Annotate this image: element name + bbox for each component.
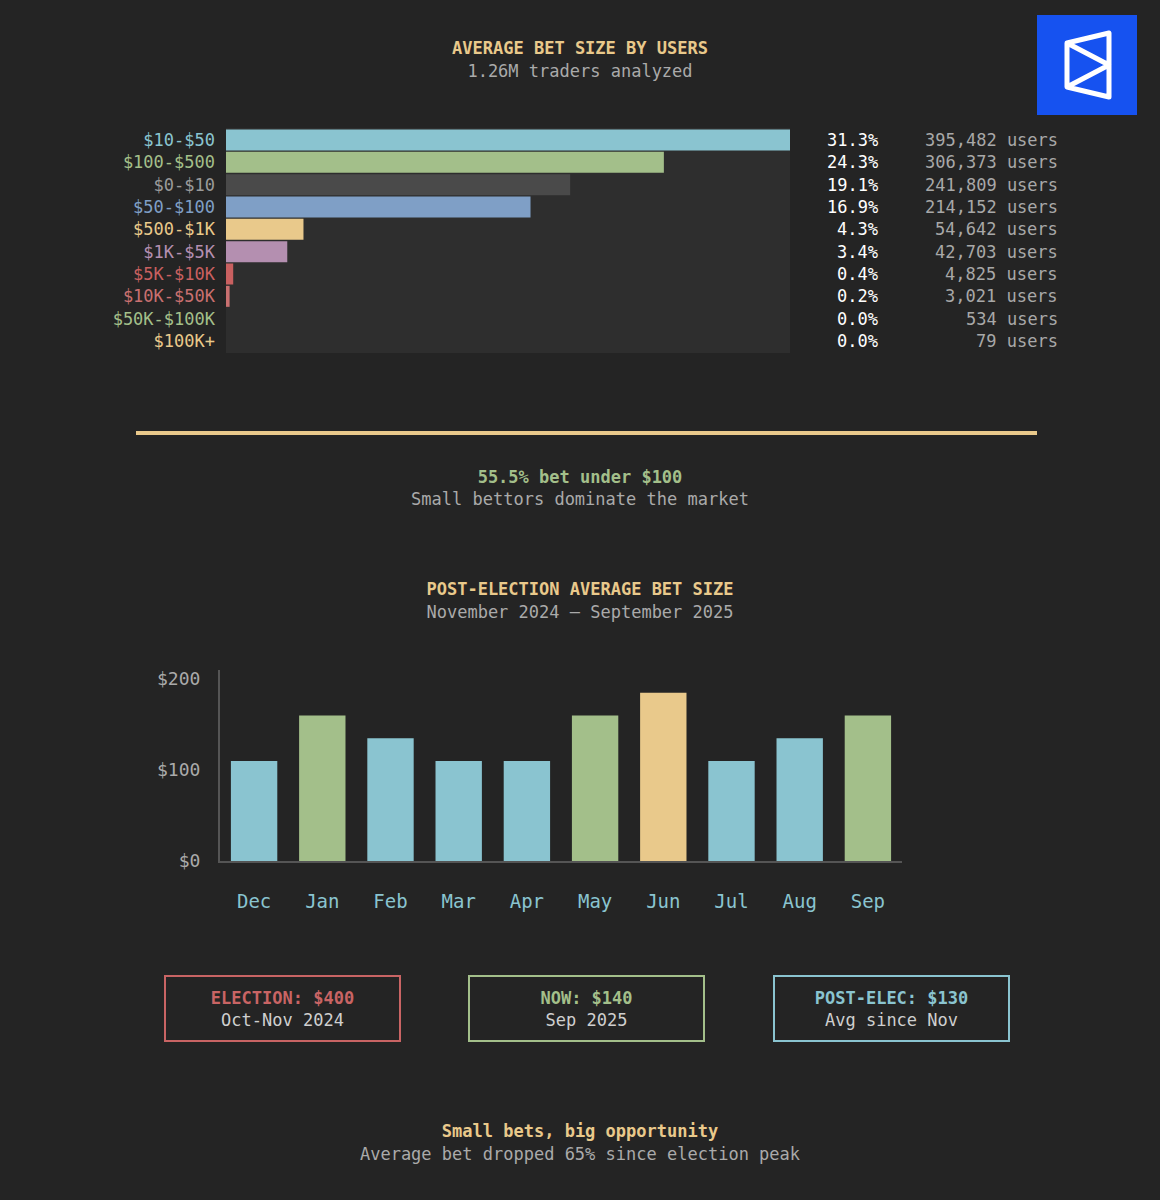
svg-text:395,482 users: 395,482 users <box>925 130 1058 150</box>
svg-text:$10K-$50K: $10K-$50K <box>123 286 216 306</box>
svg-text:42,703 users: 42,703 users <box>935 242 1058 262</box>
svg-text:$100K+: $100K+ <box>154 331 215 351</box>
svg-text:Sep: Sep <box>851 890 885 912</box>
svg-text:4.3%: 4.3% <box>837 219 878 239</box>
svg-text:31.3%: 31.3% <box>827 130 878 150</box>
svg-text:$500-$1K: $500-$1K <box>133 219 216 239</box>
svg-text:Aug: Aug <box>783 890 817 912</box>
html-text:AVERAGE BET SIZE BY USERS: AVERAGE BET SIZE BY USERS <box>452 38 708 58</box>
svg-text:79 users: 79 users <box>976 331 1058 351</box>
svg-text:4,825 users: 4,825 users <box>945 264 1058 284</box>
svg-text:$50K-$100K: $50K-$100K <box>113 309 216 329</box>
svg-text:Apr: Apr <box>510 890 544 912</box>
svg-text:0.2%: 0.2% <box>837 286 878 306</box>
html-text:55.5% bet under $100: 55.5% bet under $100 <box>477 467 683 487</box>
svg-text:$0-$10: $0-$10 <box>154 175 215 195</box>
svg-text:$100-$500: $100-$500 <box>123 152 215 172</box>
html-text:ELECTION: $400: ELECTION: $400 <box>210 988 355 1008</box>
svg-text:Dec: Dec <box>237 890 271 912</box>
svg-text:0.0%: 0.0% <box>837 309 878 329</box>
html-text:POST-ELECTION AVERAGE BET SIZE: POST-ELECTION AVERAGE BET SIZE <box>426 579 734 599</box>
svg-text:16.9%: 16.9% <box>827 197 878 217</box>
svg-text:0.4%: 0.4% <box>837 264 878 284</box>
html-text:POST-ELEC: $130: POST-ELEC: $130 <box>814 988 969 1008</box>
svg-text:3.4%: 3.4% <box>837 242 878 262</box>
svg-text:Jun: Jun <box>646 890 680 912</box>
svg-text:534 users: 534 users <box>966 309 1058 329</box>
html-text:1.26M traders analyzed: 1.26M traders analyzed <box>467 61 693 81</box>
html-text:Small bets, big opportunity: Small bets, big opportunity <box>441 1121 719 1141</box>
svg-text:306,373 users: 306,373 users <box>925 152 1058 172</box>
html-text:Avg since Nov: Avg since Nov <box>825 1010 958 1030</box>
svg-text:May: May <box>578 890 612 912</box>
svg-text:54,642 users: 54,642 users <box>935 219 1058 239</box>
svg-text:$100: $100 <box>157 759 200 780</box>
svg-text:$1K-$5K: $1K-$5K <box>143 242 215 262</box>
html-text:Average bet dropped 65% since: Average bet dropped 65% since election p… <box>359 1144 800 1164</box>
html-text:Oct-Nov 2024: Oct-Nov 2024 <box>221 1010 344 1030</box>
svg-text:Mar: Mar <box>442 890 476 912</box>
svg-text:$0: $0 <box>179 850 201 871</box>
html-text:Sep 2025: Sep 2025 <box>545 1010 628 1030</box>
html-text:Small bettors dominate the mar: Small bettors dominate the market <box>411 489 749 509</box>
html-text:NOW: $140: NOW: $140 <box>540 988 633 1008</box>
svg-text:Jan: Jan <box>305 890 339 912</box>
svg-text:241,809 users: 241,809 users <box>925 175 1058 195</box>
svg-text:19.1%: 19.1% <box>827 175 878 195</box>
svg-text:214,152 users: 214,152 users <box>925 197 1058 217</box>
svg-text:$5K-$10K: $5K-$10K <box>133 264 216 284</box>
svg-text:$10-$50: $10-$50 <box>143 130 215 150</box>
svg-text:Jul: Jul <box>714 890 748 912</box>
svg-text:Feb: Feb <box>373 890 407 912</box>
svg-text:24.3%: 24.3% <box>827 152 878 172</box>
svg-text:0.0%: 0.0% <box>837 331 878 351</box>
svg-text:$50-$100: $50-$100 <box>133 197 215 217</box>
svg-text:3,021 users: 3,021 users <box>945 286 1058 306</box>
svg-text:$200: $200 <box>157 668 200 689</box>
html-text:November 2024 – September 2025: November 2024 – September 2025 <box>426 602 734 622</box>
